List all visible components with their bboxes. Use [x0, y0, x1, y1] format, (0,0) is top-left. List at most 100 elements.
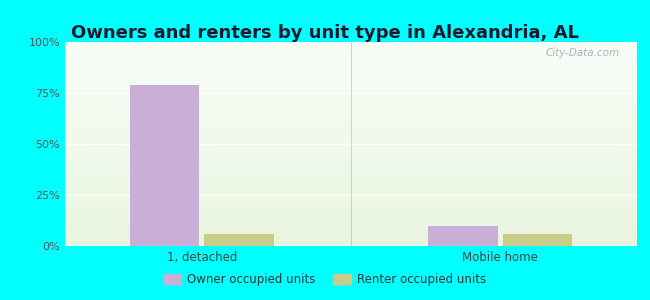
Bar — [65, 221, 637, 224]
Bar — [65, 218, 637, 220]
Bar — [65, 67, 637, 68]
Bar — [65, 215, 637, 217]
Bar — [65, 91, 637, 93]
Bar — [65, 132, 637, 134]
Bar — [502, 234, 573, 246]
Bar — [65, 211, 637, 213]
Bar — [65, 85, 637, 87]
Bar — [65, 128, 637, 130]
Bar — [65, 113, 637, 116]
Bar — [65, 103, 637, 105]
Bar — [65, 101, 637, 103]
Bar — [65, 42, 637, 44]
Bar — [65, 156, 637, 158]
Bar — [65, 232, 637, 234]
Bar — [65, 203, 637, 205]
Bar — [65, 209, 637, 211]
Bar — [65, 150, 637, 152]
Bar — [65, 73, 637, 75]
Bar — [65, 220, 637, 221]
Bar — [65, 177, 637, 179]
Bar — [65, 93, 637, 95]
Bar — [65, 77, 637, 79]
Bar — [65, 191, 637, 193]
Bar — [65, 175, 637, 177]
Bar — [65, 70, 637, 73]
Bar — [65, 197, 637, 199]
Bar — [65, 75, 637, 77]
Bar — [65, 158, 637, 160]
Bar — [65, 87, 637, 89]
Bar — [65, 99, 637, 101]
Bar — [65, 44, 637, 46]
Bar — [65, 83, 637, 85]
Bar — [65, 236, 637, 238]
Bar — [65, 95, 637, 97]
Bar — [129, 85, 200, 246]
Bar — [65, 234, 637, 236]
Bar — [65, 160, 637, 162]
Bar — [65, 146, 637, 148]
Bar — [65, 164, 637, 166]
Bar — [65, 79, 637, 81]
Bar — [65, 60, 637, 62]
Legend: Owner occupied units, Renter occupied units: Owner occupied units, Renter occupied un… — [159, 269, 491, 291]
Text: City-Data.com: City-Data.com — [546, 48, 620, 58]
Bar — [65, 181, 637, 183]
Bar — [65, 185, 637, 187]
Bar — [65, 116, 637, 118]
Bar — [65, 126, 637, 128]
Bar — [65, 167, 637, 169]
Bar — [65, 144, 637, 146]
Text: Owners and renters by unit type in Alexandria, AL: Owners and renters by unit type in Alexa… — [71, 24, 579, 42]
Bar — [65, 207, 637, 209]
Bar — [65, 140, 637, 142]
Bar — [65, 111, 637, 113]
Bar — [65, 138, 637, 140]
Bar — [65, 46, 637, 48]
Bar — [65, 195, 637, 197]
Bar — [65, 52, 637, 54]
Bar — [65, 170, 637, 172]
Bar — [65, 244, 637, 246]
Bar — [65, 130, 637, 132]
Bar — [65, 183, 637, 185]
Bar — [65, 240, 637, 242]
Bar — [65, 134, 637, 136]
Bar — [65, 124, 637, 126]
Bar — [65, 48, 637, 50]
Bar — [65, 205, 637, 207]
Bar — [65, 89, 637, 91]
Bar — [65, 50, 637, 52]
Bar — [65, 97, 637, 99]
Bar — [65, 136, 637, 138]
Bar — [65, 199, 637, 201]
Bar — [65, 242, 637, 244]
Bar — [65, 105, 637, 107]
Bar — [65, 172, 637, 175]
Bar — [65, 68, 637, 70]
Bar — [204, 234, 274, 246]
Bar — [65, 152, 637, 154]
Bar — [65, 148, 637, 150]
Bar — [65, 224, 637, 226]
Bar — [65, 119, 637, 122]
Bar — [65, 169, 637, 170]
Bar — [65, 189, 637, 191]
Bar — [65, 193, 637, 195]
Bar — [65, 154, 637, 156]
Bar — [65, 228, 637, 230]
Bar — [65, 122, 637, 124]
Bar — [428, 226, 498, 246]
Bar — [65, 179, 637, 181]
Bar — [65, 64, 637, 67]
Bar — [65, 62, 637, 64]
Bar — [65, 213, 637, 215]
Bar — [65, 81, 637, 83]
Bar — [65, 162, 637, 164]
Bar — [65, 58, 637, 60]
Bar — [65, 142, 637, 144]
Bar — [65, 238, 637, 240]
Bar — [65, 107, 637, 109]
Bar — [65, 187, 637, 189]
